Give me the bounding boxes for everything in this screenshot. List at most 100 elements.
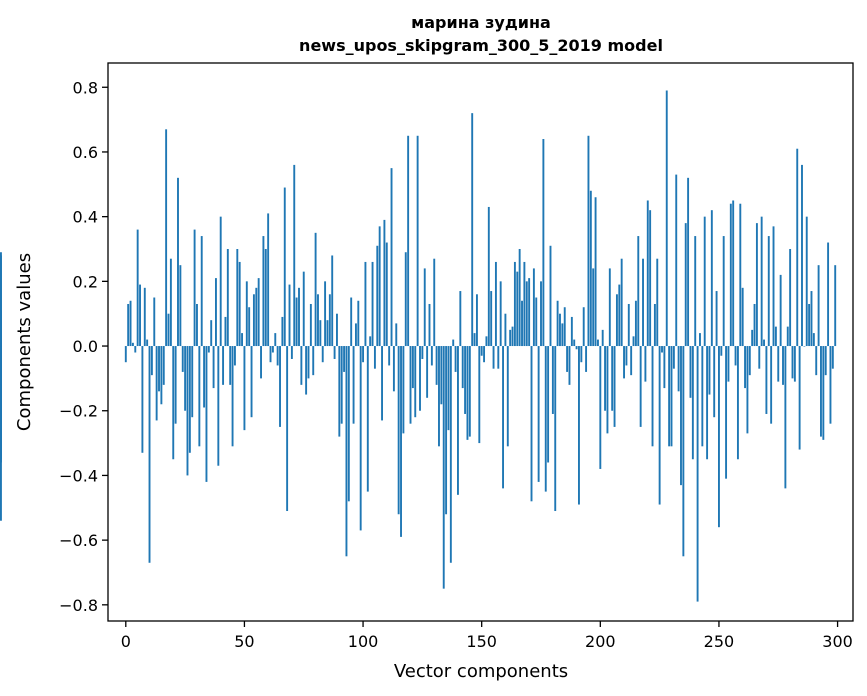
bar-213 bbox=[630, 346, 633, 376]
x-axis-label: Vector components bbox=[394, 661, 568, 682]
bar-94 bbox=[347, 346, 350, 502]
bar-279 bbox=[786, 326, 789, 347]
bar-30 bbox=[196, 303, 198, 347]
bar-124 bbox=[419, 346, 421, 411]
bar-117 bbox=[402, 346, 405, 434]
bar-85 bbox=[326, 320, 329, 347]
bar-192 bbox=[580, 346, 583, 363]
bar-72 bbox=[295, 297, 298, 347]
bar-268 bbox=[760, 216, 763, 347]
bar-203 bbox=[606, 346, 609, 434]
bar-172 bbox=[532, 268, 535, 347]
bar-81 bbox=[317, 294, 319, 347]
bar-43 bbox=[226, 249, 229, 347]
bar-49 bbox=[241, 333, 243, 347]
bar-60 bbox=[267, 213, 270, 347]
bar-226 bbox=[661, 346, 663, 353]
bar-132 bbox=[438, 346, 440, 447]
bar-171 bbox=[530, 346, 533, 502]
bar-206 bbox=[613, 346, 616, 427]
bar-267 bbox=[758, 346, 761, 369]
bar-15 bbox=[160, 346, 163, 405]
bar-28 bbox=[191, 346, 194, 418]
bar-26 bbox=[186, 346, 189, 476]
bar-258 bbox=[736, 346, 739, 460]
y-tick-label: 0.2 bbox=[73, 272, 98, 291]
bar-110 bbox=[385, 242, 388, 347]
bar-97 bbox=[354, 323, 357, 347]
y-tick-label: 0.6 bbox=[73, 143, 98, 162]
bar-148 bbox=[475, 294, 478, 347]
bar-150 bbox=[480, 346, 483, 356]
bar-181 bbox=[554, 346, 557, 512]
bar-29 bbox=[193, 229, 196, 347]
bar-186 bbox=[566, 346, 569, 372]
bar-20 bbox=[172, 346, 175, 460]
bar-41 bbox=[222, 346, 225, 385]
bar-277 bbox=[782, 346, 784, 385]
bar-252 bbox=[722, 236, 725, 347]
bar-16 bbox=[162, 346, 165, 385]
y-tick-label: 0.8 bbox=[73, 78, 98, 97]
bar-168 bbox=[523, 261, 526, 347]
bar-13 bbox=[155, 346, 158, 421]
bar-287 bbox=[805, 216, 808, 347]
bar-35 bbox=[207, 346, 210, 353]
bar-204 bbox=[608, 268, 611, 347]
bar-174 bbox=[537, 346, 540, 482]
bar-92 bbox=[343, 346, 346, 372]
bar-113 bbox=[392, 346, 395, 392]
bar-80 bbox=[314, 232, 317, 347]
bar-254 bbox=[727, 346, 730, 382]
bar-286 bbox=[803, 346, 806, 347]
bar-154 bbox=[490, 291, 493, 347]
bar-235 bbox=[682, 346, 685, 557]
x-tick-label: 50 bbox=[234, 632, 254, 651]
bar-207 bbox=[615, 294, 618, 347]
x-tick-label: 300 bbox=[822, 632, 853, 651]
y-tick-label: −0.2 bbox=[59, 402, 98, 421]
bar-undefined bbox=[0, 346, 2, 521]
chart-subtitle: news_upos_skipgram_300_5_2019 model bbox=[299, 36, 663, 55]
bar-167 bbox=[521, 300, 523, 347]
bar-125 bbox=[421, 346, 424, 359]
bar-67 bbox=[283, 187, 286, 347]
bar-120 bbox=[409, 346, 412, 424]
bar-23 bbox=[179, 265, 182, 347]
bar-278 bbox=[784, 346, 787, 489]
bar-296 bbox=[827, 242, 830, 347]
bar-284 bbox=[798, 346, 801, 450]
bar-215 bbox=[634, 300, 637, 347]
bar-93 bbox=[345, 346, 348, 557]
bar-129 bbox=[430, 346, 433, 366]
bar-7 bbox=[141, 346, 144, 453]
bar-229 bbox=[668, 346, 671, 447]
bar-141 bbox=[459, 291, 462, 347]
bar-135 bbox=[445, 346, 448, 515]
bar-237 bbox=[687, 177, 690, 347]
bar-187 bbox=[568, 346, 571, 385]
plot-frame bbox=[107, 62, 854, 622]
bar-274 bbox=[774, 326, 777, 347]
bar-145 bbox=[468, 346, 471, 437]
y-tick-label: −0.8 bbox=[59, 596, 98, 615]
bar-50 bbox=[243, 346, 246, 431]
bar-208 bbox=[618, 284, 621, 347]
bar-82 bbox=[319, 320, 322, 347]
bar-244 bbox=[703, 216, 706, 347]
bar-62 bbox=[271, 346, 274, 353]
bar-12 bbox=[153, 297, 156, 347]
bar-177 bbox=[544, 346, 547, 492]
bar-106 bbox=[376, 245, 379, 347]
bar-151 bbox=[483, 346, 486, 363]
bar-5 bbox=[136, 229, 139, 347]
bar-98 bbox=[357, 300, 360, 347]
bar-4 bbox=[134, 346, 137, 353]
chart-title: марина зудина bbox=[411, 13, 551, 32]
bar-298 bbox=[831, 346, 834, 369]
bar-194 bbox=[585, 346, 588, 372]
bar-112 bbox=[390, 168, 393, 347]
bar-143 bbox=[464, 346, 467, 414]
bar-275 bbox=[777, 346, 780, 382]
bar-210 bbox=[623, 346, 625, 379]
